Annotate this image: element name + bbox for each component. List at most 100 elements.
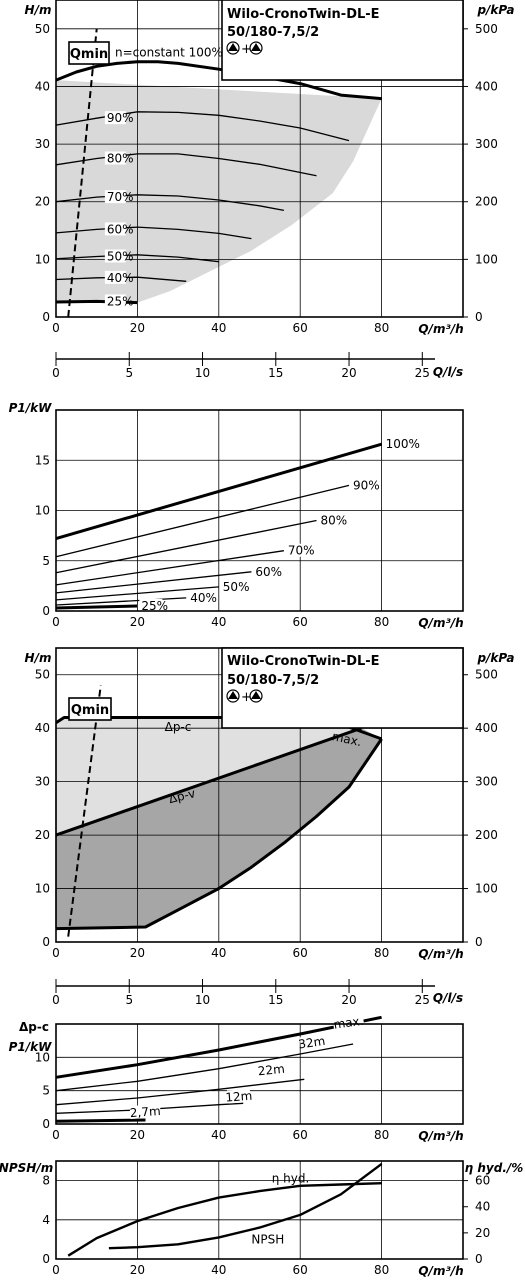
label-bg-25: [104, 294, 126, 308]
power-label-40: 40%: [190, 591, 217, 605]
label-60: 60%: [107, 222, 134, 236]
ytick-right-400: 400: [475, 721, 498, 735]
max-label: max.: [331, 729, 363, 749]
dp-panel: Wilo-CronoTwin-DL-E 50/180-7,5/2 + Qmin …: [25, 647, 515, 961]
xtick-60: 60: [293, 1263, 308, 1277]
power-curve-100: [55, 442, 383, 541]
ls-tick-10: 10: [195, 366, 210, 380]
svg-text:+: +: [241, 42, 252, 57]
power-label-50: 50%: [223, 580, 250, 594]
dp-power-curve-12m: [55, 1102, 244, 1114]
curve-60: [55, 226, 252, 240]
label-bg-80: [104, 151, 126, 165]
ytick-right-0: 0: [475, 1252, 483, 1266]
label-40: 40%: [107, 271, 134, 285]
ytick-0: 0: [42, 604, 50, 618]
ytick-right-0: 0: [475, 310, 483, 324]
ls-tick-20: 20: [341, 366, 356, 380]
xtick-40: 40: [211, 321, 226, 335]
power-label-bg-80: [318, 513, 342, 527]
xtick-60: 60: [293, 615, 308, 629]
ytick-right-500: 500: [475, 668, 498, 682]
hq-ylabel: H/m: [25, 3, 52, 17]
dp-ylabel-right: p/kPa: [476, 651, 514, 665]
dp-power-label-32m: 32m: [298, 1034, 327, 1052]
ls-tick-0: 0: [52, 366, 60, 380]
power-curve-50: [55, 586, 219, 601]
xtick-20: 20: [130, 1128, 145, 1142]
hq-panel: n=constant 100% 90% 80% 70% 60% 50% 40% 25% Wil…: [25, 0, 515, 336]
ls-tick-0: 0: [52, 993, 60, 1007]
ytick-right-500: 500: [475, 22, 498, 36]
power-curves: 100% 90% 80% 70% 60% 50% 40% 25%: [55, 437, 420, 613]
dp-title: Wilo-CronoTwin-DL-E: [227, 654, 380, 669]
ytick-20: 20: [35, 828, 50, 842]
ls-tick-25: 25: [415, 366, 430, 380]
power-curve-90: [55, 484, 350, 558]
dp-power-label-bg-max: [332, 1013, 365, 1031]
qmin-box-2: [68, 697, 112, 721]
qmin-label-2: Qmin: [71, 703, 109, 718]
twin-pump-icon: +: [226, 41, 263, 57]
ytick-30: 30: [35, 775, 50, 789]
ytick-right-20: 20: [475, 1226, 490, 1240]
dp-curve-p-v: [55, 726, 362, 837]
ytick-40: 40: [35, 721, 50, 735]
xtick-60: 60: [293, 321, 308, 335]
power-grid: [56, 410, 463, 611]
ytick-30: 30: [35, 137, 50, 151]
ytick-20: 20: [35, 195, 50, 209]
twin-pump-icon-2: +: [226, 689, 263, 705]
ytick-right-400: 400: [475, 79, 498, 93]
xtick-20: 20: [130, 321, 145, 335]
ytick-5: 5: [42, 1084, 50, 1098]
hq-curves: n=constant 100% 90% 80% 70% 60% 50% 40% 25%: [55, 46, 382, 308]
hq-subtitle: 50/180-7,5/2: [227, 25, 319, 40]
power-tick-labels: 0 20 40 60 80 0 5 10 15: [35, 453, 390, 629]
label-50: 50%: [107, 249, 134, 263]
npsh-label: NPSH: [251, 1232, 284, 1246]
curve-n-constant-100: [55, 60, 382, 101]
npsh-curves: η hyd. NPSH: [67, 1162, 383, 1257]
xtick-20: 20: [130, 1263, 145, 1277]
xtick-20: 20: [130, 615, 145, 629]
dp-xlabel: Q/m³/h: [418, 947, 463, 961]
ytick-right-0: 0: [475, 935, 483, 949]
curve-50: [55, 254, 219, 263]
dp-power-tick-labels: 0 20 40 60 80 0 5 10: [35, 1050, 390, 1142]
power-label-bg-70: [285, 543, 309, 557]
ytick-right-300: 300: [475, 137, 498, 151]
ytick-0: 0: [42, 1117, 50, 1131]
dp-title-box: [221, 647, 464, 729]
eta-label: η hyd.: [272, 1172, 310, 1186]
ytick-4: 4: [42, 1213, 50, 1227]
power-label-90: 90%: [353, 478, 380, 492]
dp-power-label-bg-22m: [259, 1061, 284, 1078]
ls-axis-2-label: Q/l/s: [433, 991, 463, 1005]
xtick-0: 0: [52, 615, 60, 629]
ytick-right-200: 200: [475, 828, 498, 842]
dpc-label: Δp-c: [165, 720, 192, 734]
power-label-bg-90: [351, 478, 375, 492]
power-curve-80: [55, 519, 317, 574]
ls-tick-10: 10: [195, 993, 210, 1007]
xtick-0: 0: [52, 1128, 60, 1142]
power-curve-60: [55, 571, 252, 594]
power-frame: [55, 409, 464, 612]
dp-power-ylabel-top: Δp-c: [19, 1020, 49, 1034]
power-label-70: 70%: [288, 544, 315, 558]
ytick-right-40: 40: [475, 1200, 490, 1214]
dp-power-label-12m: 12m: [225, 1089, 253, 1105]
qmin-label: Qmin: [70, 47, 108, 62]
npsh-panel: η hyd.NPSH NPSH/m η hyd./% Q/m³/h 0 20 40 6…: [0, 1160, 523, 1278]
dp-power-curve-2-7m: [55, 1118, 146, 1123]
ytick-10: 10: [35, 882, 50, 896]
ytick-right-100: 100: [475, 252, 498, 266]
dp-ylabel: H/m: [25, 651, 52, 665]
npsh-grid: [56, 1161, 463, 1259]
dp-curve-max: [55, 738, 383, 931]
ytick-15: 15: [35, 453, 50, 467]
dp-power-label-bg-2-7m: [129, 1103, 161, 1120]
